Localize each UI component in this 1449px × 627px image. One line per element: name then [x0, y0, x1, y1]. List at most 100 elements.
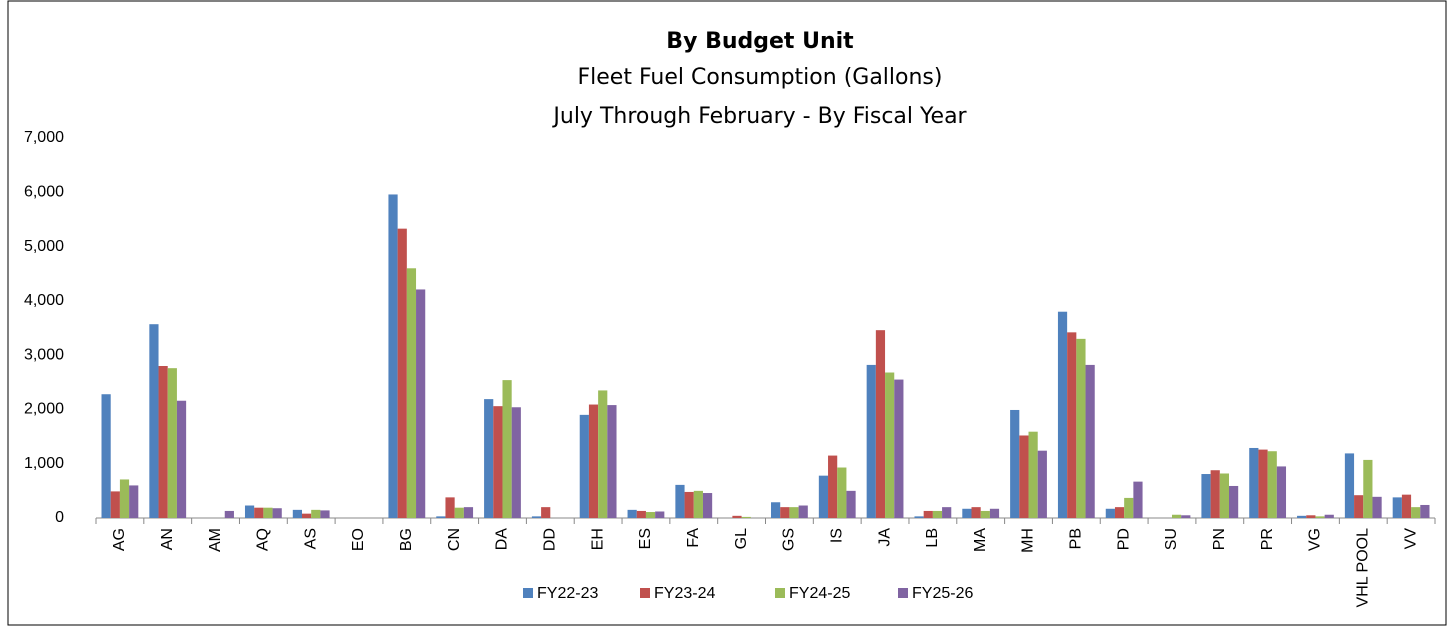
x-tick-label: SU [1163, 528, 1180, 550]
bar [1037, 450, 1047, 518]
legend-swatch [898, 588, 908, 598]
bar [1344, 453, 1355, 518]
bar [397, 228, 407, 518]
bar [1229, 485, 1239, 518]
bar [1306, 515, 1316, 518]
x-tick-label: PN [1211, 528, 1228, 550]
x-tick-label: GL [733, 528, 750, 549]
x-tick-label: AQ [255, 528, 272, 551]
x-tick-label: PR [1259, 528, 1276, 550]
bar [607, 405, 617, 518]
bar [655, 511, 665, 518]
bar [493, 406, 503, 518]
bar [962, 508, 972, 518]
bar [894, 379, 904, 518]
bar [1028, 431, 1038, 518]
legend-swatch [523, 588, 533, 598]
bar [875, 330, 886, 518]
y-tick-label: 5,000 [24, 238, 64, 255]
legend-swatch [775, 588, 785, 598]
bar [272, 508, 282, 518]
bar [1420, 504, 1430, 518]
x-tick-label: JA [876, 528, 893, 547]
bar [129, 485, 139, 518]
bar [741, 516, 751, 518]
bar [531, 516, 542, 518]
bar [1114, 507, 1125, 518]
bar [932, 510, 943, 518]
x-tick-label: PD [1115, 528, 1132, 550]
bar [789, 507, 799, 518]
bar [436, 516, 446, 518]
bar [1401, 494, 1412, 518]
bar [1411, 507, 1421, 518]
bar [579, 414, 589, 518]
legend-label: FY22-23 [537, 585, 598, 602]
y-tick-label: 0 [55, 509, 64, 526]
bar [598, 390, 608, 518]
bar [320, 510, 330, 518]
x-tick-label: VG [1307, 528, 1324, 551]
y-tick-label: 7,000 [24, 129, 64, 146]
bar [463, 507, 474, 518]
x-tick-label: GS [781, 528, 798, 551]
y-tick-label: 3,000 [24, 346, 64, 363]
bar [1067, 332, 1077, 518]
chart-title: By Budget Unit [666, 29, 854, 54]
bar [167, 368, 177, 518]
y-tick-label: 6,000 [24, 184, 64, 201]
bar [942, 507, 952, 518]
x-tick-label: DD [542, 528, 559, 551]
bar [149, 324, 159, 518]
bar [244, 505, 255, 518]
chart-border [7, 0, 1447, 626]
x-tick-label: AS [302, 528, 319, 549]
x-tick-label: EH [589, 528, 606, 550]
bar [1267, 451, 1277, 518]
bar [406, 268, 417, 518]
bar [732, 515, 742, 518]
bar [311, 509, 321, 518]
bar [971, 507, 981, 518]
bar [176, 400, 187, 518]
bar [502, 380, 512, 518]
bar [263, 507, 273, 518]
legend-label: FY24-25 [789, 585, 850, 602]
x-tick-label: AN [159, 528, 176, 550]
bar [1171, 514, 1182, 518]
bar [158, 366, 168, 518]
bar [702, 493, 713, 518]
y-tick-label: 1,000 [24, 455, 64, 472]
bar [627, 509, 637, 518]
bar [1201, 474, 1211, 518]
bar [588, 404, 599, 518]
bar [798, 505, 808, 518]
bar [445, 497, 455, 518]
y-tick-label: 4,000 [24, 292, 64, 309]
bar [923, 510, 933, 518]
bar [1276, 466, 1287, 518]
bar [846, 490, 856, 518]
x-tick-label: MH [1020, 528, 1037, 553]
bar [1249, 447, 1259, 518]
bar [511, 407, 521, 518]
x-tick-label: VV [1402, 528, 1419, 550]
x-tick-label: EO [350, 528, 367, 551]
bar [885, 372, 895, 518]
legend-swatch [640, 588, 650, 598]
bar [1076, 338, 1086, 518]
y-tick-label: 2,000 [24, 401, 64, 418]
bar [416, 289, 426, 518]
x-tick-label: CN [446, 528, 463, 551]
x-tick-label: AM [207, 528, 224, 552]
bar [1019, 435, 1029, 518]
bar [1315, 516, 1325, 518]
bar [684, 491, 694, 518]
legend-label: FY25-26 [912, 585, 973, 602]
x-tick-label: FA [685, 528, 702, 548]
bar [1133, 481, 1143, 518]
x-tick-label: BG [398, 528, 415, 551]
bar [1010, 409, 1020, 518]
bar [693, 490, 703, 518]
